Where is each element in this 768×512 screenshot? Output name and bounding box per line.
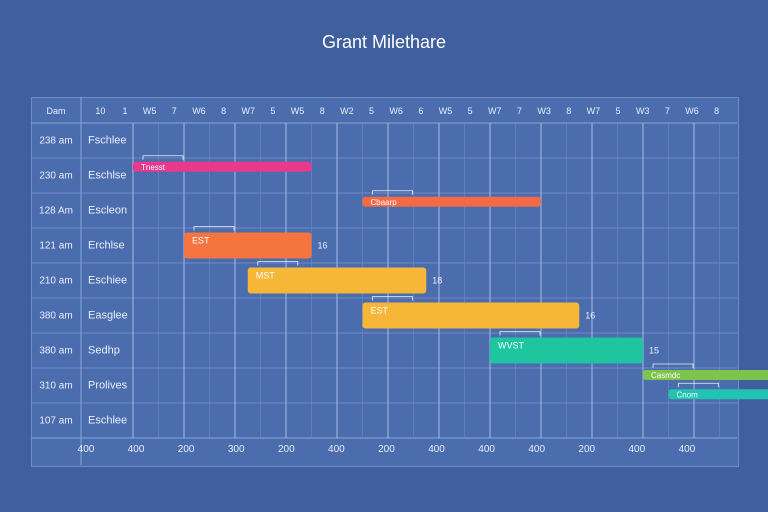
footer-tick-label: 200 <box>178 444 195 455</box>
row-task-label: Escleon <box>88 205 127 217</box>
header-column-label: W6 <box>685 106 699 116</box>
footer-tick-label: 400 <box>428 444 445 455</box>
header-column-label: W7 <box>488 106 502 116</box>
header-row: Dam 10 1 W5 7 W6 8 W7 5 W5 8 W2 5 W6 6 W5 5 W7 7 W3 8 W7 5 W3 7 W… <box>46 106 719 116</box>
task-bar <box>643 370 768 380</box>
header-column-label: 7 <box>665 106 670 116</box>
row-time-label: 380 am <box>39 311 72 322</box>
header-column-label: 10 <box>95 106 105 116</box>
footer-tick-label: 400 <box>679 444 696 455</box>
task-bracket <box>678 382 719 388</box>
task-bar-label: MST <box>256 271 276 281</box>
header-column-label: W2 <box>340 106 354 116</box>
task-end-label: 18 <box>432 276 442 286</box>
header-column-label: 5 <box>369 106 374 116</box>
grid <box>31 97 737 465</box>
header-column-label: W6 <box>389 106 403 116</box>
header-column-label: 7 <box>517 106 522 116</box>
header-column-label: 8 <box>714 106 719 116</box>
header-column-label: 8 <box>221 106 226 116</box>
footer-tick-label: 300 <box>228 444 245 455</box>
header-column-label: 8 <box>566 106 571 116</box>
row-time-label: 230 am <box>39 171 72 182</box>
footer-tick-label: 400 <box>78 444 95 455</box>
task-bar <box>362 302 580 329</box>
task-bar <box>184 232 312 259</box>
task-bracket <box>142 155 184 160</box>
header-column-label: 7 <box>172 106 177 116</box>
task-bar-label: EST <box>192 236 210 246</box>
task-bracket <box>499 331 541 336</box>
task-bar-label: Cnom <box>677 390 699 399</box>
footer-tick-label: 200 <box>278 444 295 455</box>
header-column-label: W5 <box>291 106 305 116</box>
task-bracket <box>372 296 413 301</box>
header-column-label: W7 <box>242 106 256 116</box>
task-bracket <box>372 190 413 195</box>
row-time-label: 128 Am <box>39 206 73 217</box>
header-column-label: 8 <box>320 106 325 116</box>
task-bar-label: Cbaarp <box>371 198 398 207</box>
header-column-label: W6 <box>192 106 206 116</box>
header-column-label: W7 <box>587 106 601 116</box>
row-time-label: 121 am <box>39 241 72 252</box>
header-column-label: 5 <box>468 106 473 116</box>
task-bar <box>668 389 768 400</box>
row-time-label: 310 am <box>39 381 72 392</box>
row-time-label: 238 am <box>39 136 72 147</box>
header-column-label: 5 <box>616 106 621 116</box>
task-bar <box>362 196 541 207</box>
task-bar-label: Casmdc <box>651 371 680 380</box>
row-task-label: Fschlee <box>88 135 127 147</box>
task-bracket <box>257 261 299 266</box>
row-task-label: Prolives <box>88 380 128 392</box>
header-column-label: 6 <box>418 106 423 116</box>
row-task-label: Eschlee <box>88 415 127 427</box>
row-task-label: Eschlse <box>88 170 127 182</box>
footer-tick-label: 400 <box>128 444 145 455</box>
row-time-label: 380 am <box>39 346 72 357</box>
header-column-label: W3 <box>636 106 650 116</box>
footer-tick-label: 400 <box>629 444 646 455</box>
row-task-label: Sedhp <box>88 345 120 357</box>
row-time-label: 107 am <box>39 416 72 427</box>
row-time-label: 210 am <box>39 276 72 287</box>
task-bar-label: EST <box>371 306 389 316</box>
footer-tick-label: 400 <box>328 444 345 455</box>
header-column-label: W5 <box>439 106 453 116</box>
header-column-label: W5 <box>143 106 157 116</box>
task-bar <box>247 267 427 294</box>
header-column-label: 5 <box>270 106 275 116</box>
footer-tick-label: 400 <box>528 444 545 455</box>
header-corner-label: Dam <box>46 106 65 116</box>
task-bracket <box>193 226 235 231</box>
task-end-label: 15 <box>649 346 659 356</box>
row-task-label: Erchlse <box>88 240 125 252</box>
chart-title: Grant Milethare <box>321 32 447 52</box>
footer-tick-label: 400 <box>478 444 495 455</box>
task-bar-label: Tnesst <box>141 163 166 172</box>
header-column-label: W3 <box>537 106 551 116</box>
footer-axis: 400 400 200 300 200 400 200 400 400 400 200 400 400 <box>78 444 696 455</box>
task-bracket <box>652 363 694 368</box>
task-bar <box>133 161 312 172</box>
row-task-label: Eschiee <box>88 275 127 287</box>
task-bar-label: WVST <box>498 341 525 351</box>
task-end-label: 16 <box>585 311 595 321</box>
row-task-label: Easglee <box>88 310 128 322</box>
header-column-label: 1 <box>122 106 127 116</box>
task-end-label: 16 <box>318 241 328 251</box>
task-bar <box>490 337 643 364</box>
footer-tick-label: 200 <box>378 444 395 455</box>
task-bars: Tnesst Cbaarp EST 16 MST 18 EST 16 WVST 15 Casmdc C… <box>133 155 768 400</box>
row-labels: 238 am Fschlee 230 am Eschlse 128 Am Escleon 1… <box>39 135 128 427</box>
footer-tick-label: 200 <box>578 444 595 455</box>
